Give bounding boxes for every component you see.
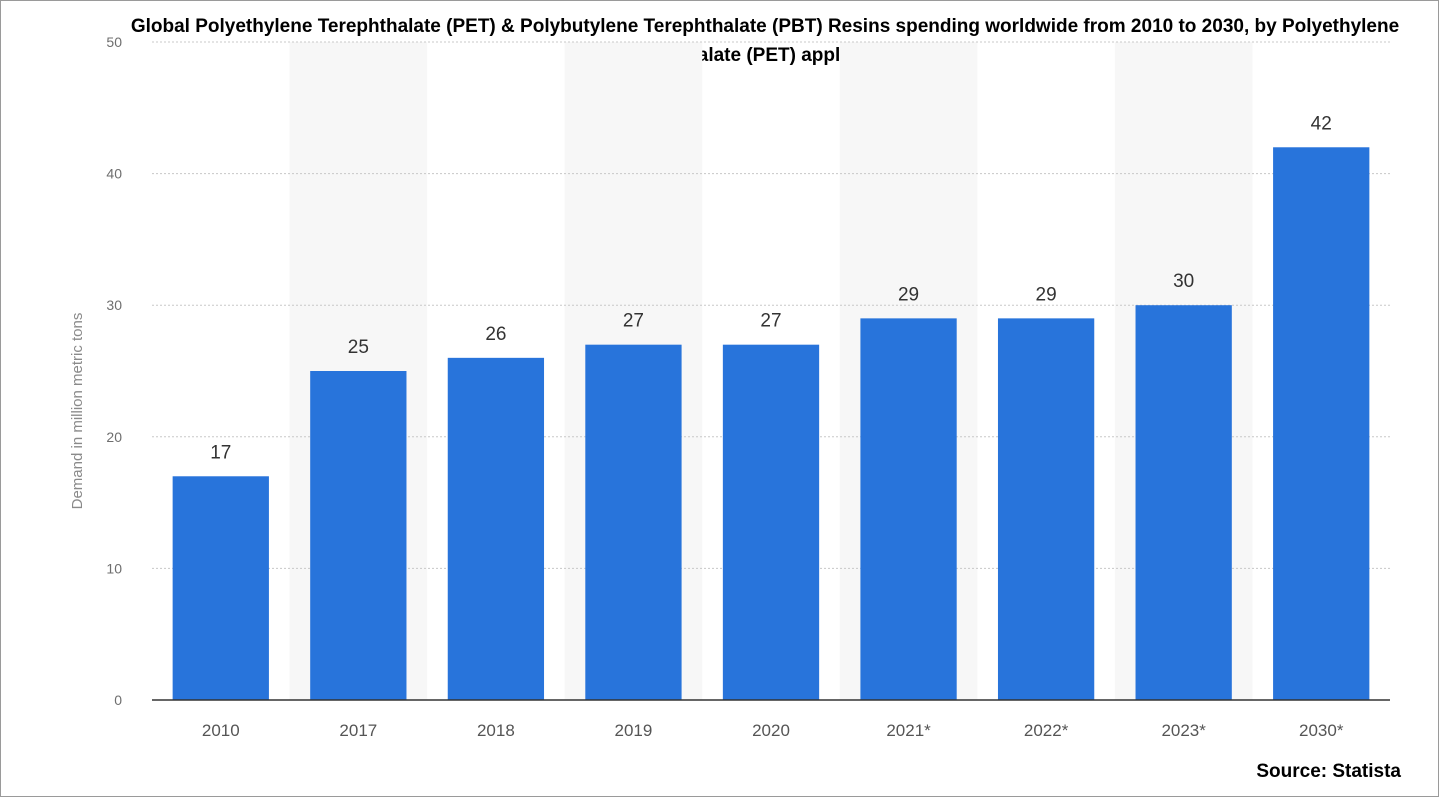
x-axis-ticks: 2010 2017 2018 2019 2020 2021* 2022* 2023* 2030*: [202, 721, 1344, 740]
x-tick-label: 2017: [339, 721, 377, 740]
x-tick-label: 2019: [615, 721, 653, 740]
y-axis-ticks: 0 10 20 30 40 50: [106, 34, 122, 708]
y-tick-label: 50: [106, 34, 122, 50]
y-axis-label: Demand in million metric tons: [69, 313, 86, 510]
x-tick-label: 2020: [752, 721, 790, 740]
bar: [860, 318, 957, 700]
x-tick-label: 2021*: [886, 721, 931, 740]
data-label: 29: [898, 284, 919, 305]
bar: [585, 344, 682, 700]
y-tick-label: 40: [106, 166, 122, 182]
x-tick-label: 2022*: [1024, 721, 1069, 740]
bar: [1273, 147, 1370, 700]
y-tick-label: 0: [114, 692, 122, 708]
bar: [447, 357, 545, 700]
x-tick-label: 2010: [202, 721, 240, 740]
x-tick-label: 2018: [477, 721, 515, 740]
data-label: 27: [760, 311, 781, 332]
bar: [310, 371, 407, 700]
x-tick-label: 2023*: [1161, 721, 1206, 740]
bar: [997, 318, 1095, 700]
x-tick-label: 2030*: [1299, 721, 1344, 740]
data-label: 25: [348, 337, 369, 358]
data-labels: 17 25 26 27 27 29 29 30 42: [210, 113, 1332, 463]
bars: [172, 147, 1370, 700]
source-note: Source: Statista: [1256, 761, 1401, 782]
data-label: 26: [485, 324, 506, 345]
bar: [172, 476, 269, 700]
data-label: 17: [210, 442, 231, 463]
bar: [1135, 305, 1232, 700]
y-tick-label: 20: [106, 429, 122, 445]
y-tick-label: 30: [106, 297, 122, 313]
data-label: 29: [1036, 284, 1057, 305]
data-label: 30: [1173, 271, 1194, 292]
y-tick-label: 10: [106, 560, 122, 576]
data-label: 42: [1311, 113, 1332, 134]
bar: [722, 344, 820, 700]
data-label: 27: [623, 311, 644, 332]
